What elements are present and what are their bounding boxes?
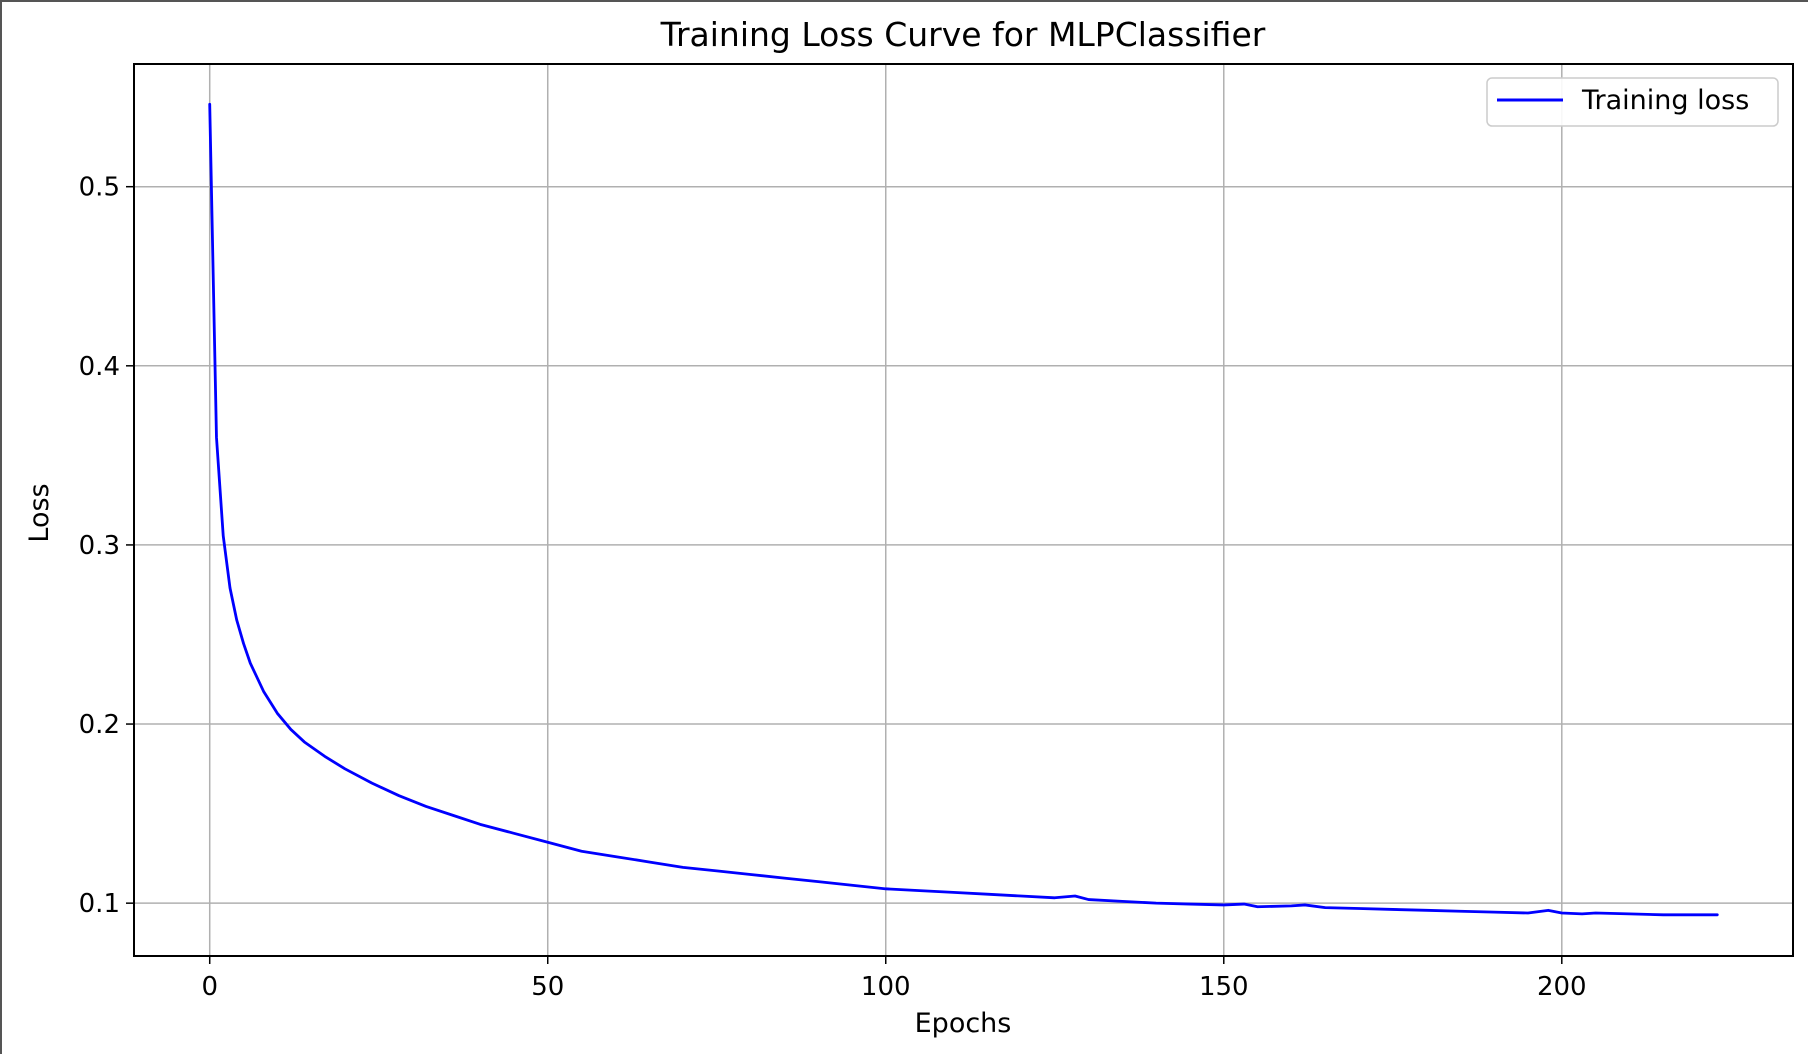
- y-tick-label-0: 0.1: [79, 889, 120, 919]
- series-line-0: [208, 102, 1719, 917]
- legend-box: [1486, 77, 1779, 127]
- x-tick-label-4: 200: [1537, 972, 1587, 1002]
- y-tick-label-4: 0.5: [79, 173, 120, 203]
- grid-layer: [134, 64, 1793, 956]
- plot-area-frame: [133, 63, 1794, 957]
- legend-label-training-loss: Training loss: [1581, 85, 1749, 116]
- x-tick-label-0: 0: [201, 972, 218, 1002]
- x-axis-ticks: 0 50 100 150 200: [201, 956, 1587, 1002]
- y-axis-label: Loss: [24, 483, 55, 542]
- x-axis-label: Epochs: [915, 1008, 1012, 1039]
- chart-title: Training Loss Curve for MLPClassifier: [660, 15, 1266, 54]
- x-tick-label-2: 100: [861, 972, 911, 1002]
- x-tick-label-1: 50: [531, 972, 564, 1002]
- legend: Training loss: [1486, 77, 1779, 127]
- x-tick-label-3: 150: [1199, 972, 1249, 1002]
- y-axis-ticks: 0.1 0.2 0.3 0.4 0.5: [79, 173, 134, 919]
- series-layer: [208, 102, 1719, 917]
- y-tick-label-2: 0.3: [79, 531, 120, 561]
- y-tick-label-3: 0.4: [79, 352, 120, 382]
- y-tick-label-1: 0.2: [79, 710, 120, 740]
